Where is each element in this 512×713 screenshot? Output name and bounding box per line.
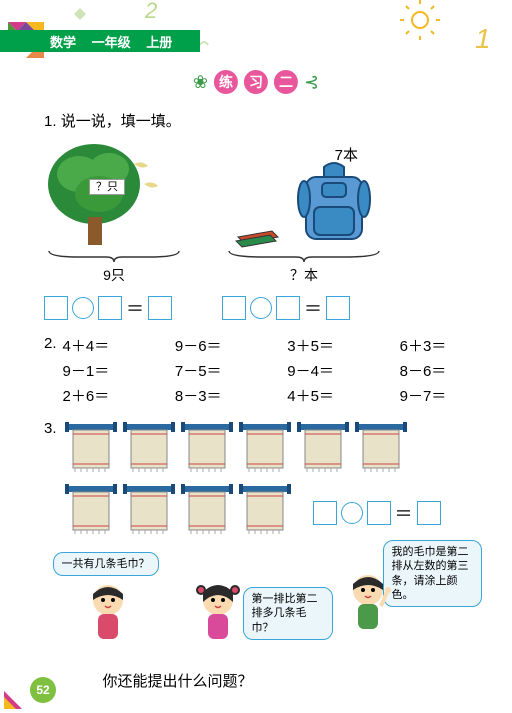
speech-bubble-3: 我的毛巾是第二排从左数的第三条，请涂上颜色。 [383,540,482,607]
books-bag-group: 7本 [214,139,394,285]
equation-template-1: ＝ [44,295,172,321]
speech-bubble-1: 一共有几条毛巾？ [53,552,159,576]
answer-box[interactable] [98,296,122,320]
title-char-3: 二 [274,70,298,94]
answer-box[interactable] [417,501,441,525]
answer-box[interactable] [222,296,246,320]
equation-cell[interactable]: 8－6＝ [400,360,482,381]
header-subject: 数学 [50,32,76,51]
equation-template-2: ＝ [222,295,350,321]
equals-sign: ＝ [304,295,322,321]
problem-1: 1. 说一说，填一填。 ？只 [44,110,482,321]
speech-bubble-2: 第一排比第二排多几条毛巾？ [243,587,333,640]
title-char-2: 习 [244,70,268,94]
problem-3-question: 你还能提出什么问题？ [103,670,482,691]
brace-icon [44,249,184,263]
operator-circle[interactable] [72,297,94,319]
leaf-icon: ❀ [193,72,208,93]
equation-cell[interactable]: 6＋3＝ [400,335,482,356]
books-icon [234,219,284,249]
towel-icon [353,420,409,476]
towel-icon [179,482,235,538]
operator-circle[interactable] [341,502,363,524]
answer-box[interactable] [326,296,350,320]
towel-icon [295,420,351,476]
child-1-illustration [83,580,133,660]
header-volume: 上册 [146,32,172,51]
svg-text:1: 1 [475,23,491,54]
equation-cell[interactable]: 9－4＝ [287,360,369,381]
answer-box[interactable] [367,501,391,525]
leaf-icon: ⊰ [304,72,319,93]
backpack-icon [294,159,374,249]
equation-cell[interactable]: 4＋5＝ [287,385,369,406]
tree-group: ？只 9只 [44,139,184,285]
equation-cell[interactable]: 9－6＝ [175,335,257,356]
towel-icon [237,420,293,476]
page-number: 52 [30,677,56,703]
answer-box[interactable] [313,501,337,525]
answer-box[interactable] [276,296,300,320]
towel-icon [179,420,235,476]
svg-text:2: 2 [144,0,157,23]
equation-cell[interactable]: 8－3＝ [175,385,257,406]
header-bar: 数学 一年级 上册 [0,30,200,52]
operator-circle[interactable] [250,297,272,319]
equation-cell[interactable]: 3＋5＝ [287,335,369,356]
header-grade: 一年级 [92,32,131,51]
tree-brace-label: 9只 [44,265,184,285]
equation-cell[interactable]: 2＋6＝ [63,385,145,406]
equation-cell[interactable]: 7－5＝ [175,360,257,381]
equals-sign: ＝ [126,295,144,321]
brace-icon [214,249,394,263]
equation-cell[interactable]: 4＋4＝ [63,335,145,356]
child-3-illustration [343,570,393,650]
child-2-illustration [193,580,243,660]
equals-sign: ＝ [395,500,413,526]
towel-icon [63,482,119,538]
problem-2-number: 2. [44,335,57,398]
bag-label: 7本 [335,144,358,165]
towel-row-1 [63,420,482,476]
tree-unknown-box[interactable]: ？只 [89,179,125,195]
books-brace-label: ？本 [214,265,394,285]
problem-1-number: 1. [44,113,57,130]
problem-3: 3. [44,420,482,691]
towel-icon [121,420,177,476]
towel-icon [237,482,293,538]
answer-box[interactable] [44,296,68,320]
towel-icon [121,482,177,538]
title-char-1: 练 [214,70,238,94]
problem-2: 2. 4＋4＝ 9－6＝ 3＋5＝ 6＋3＝ 9－1＝ 7－5＝ 9－4＝ 8－6＝ 2＋6＝ 8… [44,335,482,406]
exercise-title: ❀ 练 习 二 ⊰ [193,70,319,94]
towel-icon [63,420,119,476]
answer-box[interactable] [148,296,172,320]
problem-1-instruction: 说一说，填一填。 [61,113,181,130]
equation-cell[interactable]: 9－1＝ [63,360,145,381]
corner-decoration [4,697,16,709]
equation-template-3: ＝ [313,500,441,526]
equation-cell[interactable]: 9－7＝ [400,385,482,406]
towel-row-2 [63,482,293,538]
